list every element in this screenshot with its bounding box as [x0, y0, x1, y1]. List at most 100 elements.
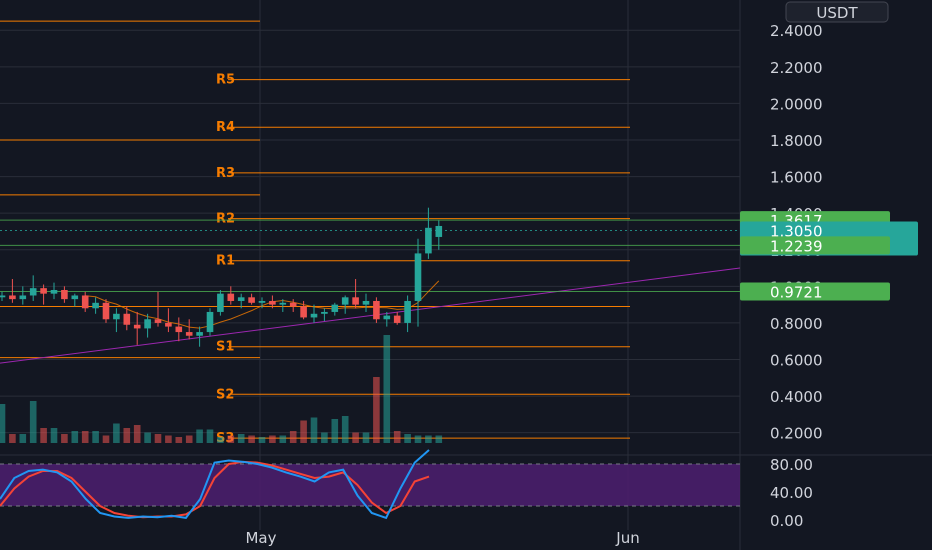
- volume-bar: [123, 428, 131, 443]
- price-axis-tick: 1.6000: [770, 169, 823, 187]
- candle-body[interactable]: [113, 313, 120, 320]
- volume-bar: [217, 437, 224, 443]
- pivot-label-s2: S2: [216, 387, 234, 402]
- pivot-label-r2: R2: [216, 212, 235, 227]
- price-axis-tick: 2.2000: [770, 59, 823, 77]
- volume-bar: [9, 434, 16, 443]
- volume-bar: [300, 420, 307, 443]
- volume-bar: [383, 335, 391, 443]
- volume-bar: [435, 435, 443, 443]
- trendline: [0, 267, 741, 364]
- candle-body[interactable]: [237, 297, 245, 301]
- candle-body[interactable]: [279, 302, 287, 305]
- volume-bar: [175, 437, 183, 443]
- price-axis-tick: 1.8000: [770, 132, 823, 150]
- volume-bar: [144, 432, 151, 443]
- candle-body[interactable]: [331, 304, 339, 312]
- pivot-label-r5: R5: [216, 73, 235, 88]
- candle-body[interactable]: [352, 297, 359, 305]
- price-badge-0-9721: [740, 282, 890, 301]
- pivot-label-r1: R1: [216, 254, 235, 269]
- volume-bar: [81, 431, 89, 443]
- volume-bar: [373, 377, 380, 443]
- volume-bar: [404, 434, 411, 443]
- volume-bar: [165, 435, 172, 443]
- candle-body[interactable]: [435, 225, 443, 237]
- candle-body[interactable]: [50, 290, 58, 294]
- candle-body[interactable]: [9, 295, 16, 300]
- candle-body[interactable]: [206, 311, 214, 333]
- candle-body[interactable]: [393, 315, 401, 323]
- candle-body[interactable]: [123, 313, 131, 325]
- stochastic-d-line: [0, 460, 430, 519]
- volume-bar: [185, 435, 193, 443]
- candle-body[interactable]: [61, 290, 68, 300]
- candle-body[interactable]: [310, 313, 318, 318]
- candle-body[interactable]: [373, 300, 380, 320]
- candle-body[interactable]: [154, 319, 162, 323]
- candle-body[interactable]: [81, 295, 89, 309]
- volume-bar: [321, 432, 328, 443]
- stochastic-axis-tick: 40.00: [770, 484, 813, 502]
- volume-bar: [19, 434, 27, 443]
- volume-bar: [331, 419, 339, 443]
- candle-body[interactable]: [29, 288, 37, 296]
- volume-bar: [50, 428, 58, 443]
- candle-body[interactable]: [404, 300, 411, 323]
- volume-bar: [227, 435, 235, 443]
- candle-body[interactable]: [196, 332, 203, 336]
- price-badge-label: 1.3050: [770, 223, 823, 241]
- candle-body[interactable]: [102, 302, 110, 320]
- volume-bar: [269, 435, 276, 443]
- candle-body[interactable]: [289, 302, 297, 307]
- currency-badge[interactable]: [785, 1, 889, 23]
- pivot-label-s1: S1: [216, 340, 234, 355]
- time-axis-label-may: May: [245, 529, 276, 547]
- candle-body[interactable]: [165, 322, 172, 327]
- price-axis-tick: 2.4000: [770, 22, 823, 40]
- candle-body[interactable]: [258, 300, 266, 303]
- price-axis-tick: 0.8000: [770, 315, 823, 333]
- volume-bar: [206, 429, 214, 443]
- candle-body[interactable]: [227, 293, 235, 301]
- candle-body[interactable]: [425, 227, 432, 254]
- volume-bar: [113, 423, 120, 443]
- stochastic-axis-tick: 0.00: [770, 512, 803, 530]
- candle-body[interactable]: [300, 306, 307, 318]
- volume-bar: [258, 437, 266, 443]
- volume-bar: [352, 432, 359, 443]
- volume-bar: [248, 435, 255, 443]
- candle-body[interactable]: [40, 288, 47, 294]
- volume-bar: [40, 428, 47, 443]
- currency-label: USDT: [816, 4, 858, 22]
- candle-body[interactable]: [362, 300, 370, 305]
- candle-body[interactable]: [185, 332, 193, 336]
- candle-body[interactable]: [92, 302, 99, 309]
- candle-body[interactable]: [248, 297, 255, 303]
- volume-bar: [393, 431, 401, 443]
- volume-bar: [61, 434, 68, 443]
- candle-body[interactable]: [0, 295, 6, 298]
- candle-body[interactable]: [144, 319, 151, 329]
- price-axis-tick: 0.4000: [770, 388, 823, 406]
- candle-body[interactable]: [175, 326, 183, 333]
- price-badge-label: 0.9721: [770, 283, 823, 301]
- candle-body[interactable]: [383, 315, 391, 320]
- candle-body[interactable]: [321, 311, 328, 314]
- volume-bar: [362, 432, 370, 443]
- candle-body[interactable]: [341, 297, 349, 305]
- pivot-label-r4: R4: [216, 120, 235, 135]
- candle-body[interactable]: [217, 293, 224, 312]
- price-axis-tick: 0.2000: [770, 425, 823, 443]
- price-badge-label: 1.2239: [770, 237, 823, 255]
- candle-body[interactable]: [71, 295, 79, 300]
- volume-bar: [425, 435, 432, 443]
- pivot-label-r3: R3: [216, 166, 235, 181]
- candle-body[interactable]: [19, 295, 27, 300]
- candle-body[interactable]: [414, 253, 422, 301]
- candle-body[interactable]: [269, 300, 276, 305]
- candle-body[interactable]: [133, 324, 141, 329]
